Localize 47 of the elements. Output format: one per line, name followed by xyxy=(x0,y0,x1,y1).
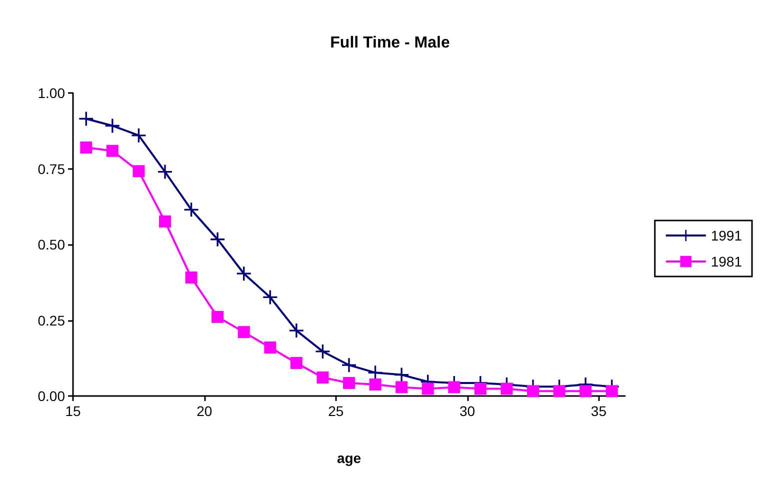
point xyxy=(527,385,539,398)
point xyxy=(79,112,94,126)
y-tick-label: 0.00 xyxy=(38,388,66,404)
y-tick-label: 1.00 xyxy=(38,85,66,101)
point xyxy=(264,342,276,354)
point xyxy=(396,381,408,394)
point xyxy=(474,382,486,395)
point xyxy=(289,324,304,338)
point xyxy=(553,385,566,398)
point xyxy=(106,144,118,157)
point xyxy=(185,272,198,284)
point xyxy=(212,310,224,323)
x-tick-label: 15 xyxy=(65,403,81,419)
point xyxy=(606,385,618,398)
x-tick-label: 25 xyxy=(328,403,344,419)
x-tick-label: 30 xyxy=(459,403,476,419)
legend-label: 1981 xyxy=(710,254,742,270)
point xyxy=(236,266,251,281)
point xyxy=(238,326,250,338)
point xyxy=(132,128,146,142)
y-tick-label: 0.75 xyxy=(38,160,66,177)
point xyxy=(263,290,278,304)
point xyxy=(80,142,92,154)
chart-title: Full Time - Male xyxy=(330,34,450,52)
point xyxy=(105,118,120,133)
point xyxy=(422,382,434,395)
x-tick-label: 20 xyxy=(196,403,212,419)
point xyxy=(369,378,382,390)
point xyxy=(316,344,330,358)
point xyxy=(394,368,409,382)
point xyxy=(158,164,172,179)
point xyxy=(500,382,513,395)
point xyxy=(580,385,592,398)
point xyxy=(290,356,302,369)
legend-label: 1991 xyxy=(710,228,742,244)
x-tick-label: 35 xyxy=(590,403,607,419)
point xyxy=(132,165,145,178)
point xyxy=(159,215,171,228)
y-tick-label: 0.50 xyxy=(38,236,66,252)
point xyxy=(342,358,356,372)
point xyxy=(184,202,198,217)
point xyxy=(210,232,225,246)
point xyxy=(343,376,355,389)
y-tick-label: 0.25 xyxy=(38,312,66,328)
point xyxy=(448,381,460,394)
point xyxy=(316,372,329,384)
x-axis-title: age xyxy=(336,450,362,466)
